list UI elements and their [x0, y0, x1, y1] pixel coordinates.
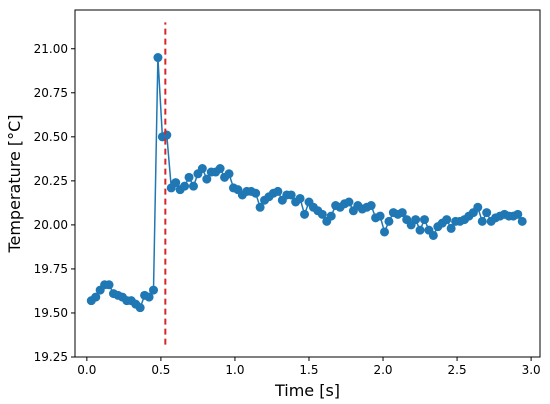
data-point	[380, 227, 390, 237]
data-point	[446, 223, 456, 233]
series-line	[90, 56, 523, 309]
data-point	[477, 216, 487, 226]
data-point	[384, 216, 394, 226]
data-point	[135, 303, 145, 313]
data-point	[188, 181, 198, 191]
y-tick-label: 21.00	[34, 42, 68, 56]
data-point	[442, 215, 452, 225]
data-point	[148, 285, 158, 295]
y-tick-label: 20.75	[34, 86, 68, 100]
data-point	[317, 209, 327, 219]
x-tick-label: 0.0	[77, 363, 96, 377]
data-point	[153, 53, 163, 63]
data-point	[224, 169, 234, 179]
y-tick-label: 20.25	[34, 174, 68, 188]
data-point	[517, 216, 527, 226]
data-point	[415, 225, 425, 235]
data-point	[419, 215, 429, 225]
axes-frame	[74, 9, 541, 358]
x-axis-label: Time [s]	[274, 381, 340, 400]
data-point	[366, 201, 376, 211]
data-point	[473, 202, 483, 212]
y-tick-label: 19.50	[34, 306, 68, 320]
data-point	[162, 130, 172, 140]
data-point	[326, 211, 336, 221]
y-tick-label: 20.00	[34, 218, 68, 232]
y-tick-label: 20.50	[34, 130, 68, 144]
data-point	[273, 186, 283, 196]
data-point	[197, 164, 207, 174]
data-point	[300, 209, 310, 219]
data-point	[104, 280, 114, 290]
x-tick-label: 2.5	[448, 363, 467, 377]
data-point	[397, 208, 407, 218]
data-point	[215, 164, 225, 174]
data-point	[286, 190, 296, 200]
data-point	[184, 172, 194, 182]
x-tick-label: 1.5	[299, 363, 318, 377]
y-axis-label: Temperature [°C]	[5, 114, 24, 253]
y-tick-label: 19.25	[34, 350, 68, 364]
data-point	[171, 178, 181, 188]
data-point	[375, 211, 385, 221]
x-tick-label: 1.0	[225, 363, 244, 377]
data-point	[513, 209, 523, 219]
x-tick-label: 3.0	[522, 363, 541, 377]
y-tick-label: 19.75	[34, 262, 68, 276]
x-tick-label: 2.0	[373, 363, 392, 377]
data-point	[251, 188, 261, 198]
data-point	[344, 197, 354, 207]
data-point	[295, 193, 305, 203]
data-point	[180, 181, 190, 191]
data-point	[411, 215, 421, 225]
plot-area: 0.0 0.5 1.0 1.5 2.0 2.5 3.0 19.25 19.50 19.75 20.0…	[34, 9, 541, 377]
data-point	[91, 292, 101, 302]
data-point	[144, 292, 154, 302]
data-point	[428, 230, 438, 240]
data-point	[202, 174, 212, 184]
data-point	[482, 208, 492, 218]
x-tick-label: 0.5	[151, 363, 170, 377]
data-point	[255, 202, 265, 212]
